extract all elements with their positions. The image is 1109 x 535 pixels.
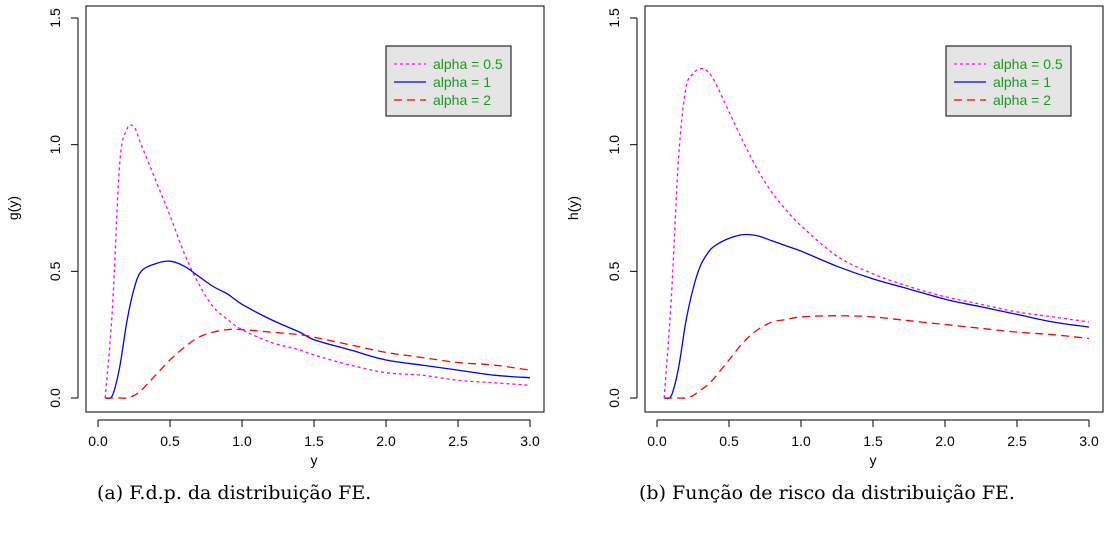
y-tick-label: 1.0	[47, 135, 63, 155]
x-axis-label: y	[311, 452, 318, 468]
legend: alpha = 0.5 alpha = 1 alpha = 2	[945, 45, 1072, 117]
plot-frame	[85, 5, 545, 413]
legend-label: alpha = 0.5	[433, 56, 503, 72]
x-tick-label: 1.5	[863, 433, 883, 449]
x-tick-label: 2.5	[448, 433, 468, 449]
x-tick-label: 0.5	[719, 433, 739, 449]
x-tick-label: 3.0	[1079, 433, 1099, 449]
y-tick-label: 1.0	[606, 135, 622, 155]
legend-label: alpha = 1	[433, 74, 491, 90]
x-tick-label: 1.0	[791, 433, 811, 449]
y-axis-label: g(y)	[5, 196, 21, 220]
y-tick-label: 1.5	[47, 8, 63, 28]
caption-b: (b) Função de risco da distribuição FE.	[639, 482, 1015, 504]
series-line-2	[663, 233, 1090, 400]
legend-label: alpha = 0.5	[993, 56, 1063, 72]
series-line-3	[664, 315, 1090, 399]
y-axis-label: h(y)	[565, 196, 581, 220]
x-axis: 0.0 0.5 1.0 1.5 2.0 2.5 3.0 y	[647, 419, 1099, 468]
y-axis: 0.0 0.5 1.0 1.5 g(y)	[5, 8, 79, 408]
x-axis: 0.0 0.5 1.0 1.5 2.0 2.5 3.0 y	[88, 419, 540, 468]
y-tick-label: 0.5	[47, 261, 63, 281]
x-tick-label: 1.0	[232, 433, 252, 449]
y-tick-label: 0.0	[606, 388, 622, 408]
y-tick-label: 0.0	[47, 388, 63, 408]
y-tick-label: 1.5	[606, 8, 622, 28]
x-tick-label: 3.0	[520, 433, 540, 449]
legend-box	[385, 45, 512, 117]
series-line-1	[663, 67, 1090, 399]
x-tick-label: 2.0	[935, 433, 955, 449]
series-line-3	[105, 328, 531, 399]
figure-canvas: 0.0 0.5 1.0 1.5 2.0 2.5 3.0 y 0.0 0.5 1.0 1.5 g(y) al…	[5, 5, 1104, 468]
plot-frame	[644, 5, 1104, 413]
x-tick-label: 0.5	[160, 433, 180, 449]
x-tick-label: 0.0	[88, 433, 108, 449]
legend-label: alpha = 2	[993, 92, 1051, 108]
y-axis: 0.0 0.5 1.0 1.5 h(y)	[565, 8, 638, 408]
series-line-2	[104, 260, 531, 400]
legend: alpha = 0.5 alpha = 1 alpha = 2	[385, 45, 512, 117]
x-tick-label: 2.5	[1007, 433, 1027, 449]
caption-a: (a) F.d.p. da distribuição FE.	[97, 482, 372, 504]
x-tick-label: 1.5	[304, 433, 324, 449]
x-axis-label: y	[870, 452, 877, 468]
legend-label: alpha = 1	[993, 74, 1051, 90]
panel-b: 0.0 0.5 1.0 1.5 2.0 2.5 3.0 y 0.0 0.5 1.0 1.5 h(y) al…	[565, 5, 1104, 468]
legend-box	[945, 45, 1072, 117]
x-tick-label: 2.0	[376, 433, 396, 449]
y-tick-label: 0.5	[606, 261, 622, 281]
legend-label: alpha = 2	[433, 92, 491, 108]
x-tick-label: 0.0	[647, 433, 667, 449]
panel-a: 0.0 0.5 1.0 1.5 2.0 2.5 3.0 y 0.0 0.5 1.0 1.5 g(y) al…	[5, 5, 545, 468]
